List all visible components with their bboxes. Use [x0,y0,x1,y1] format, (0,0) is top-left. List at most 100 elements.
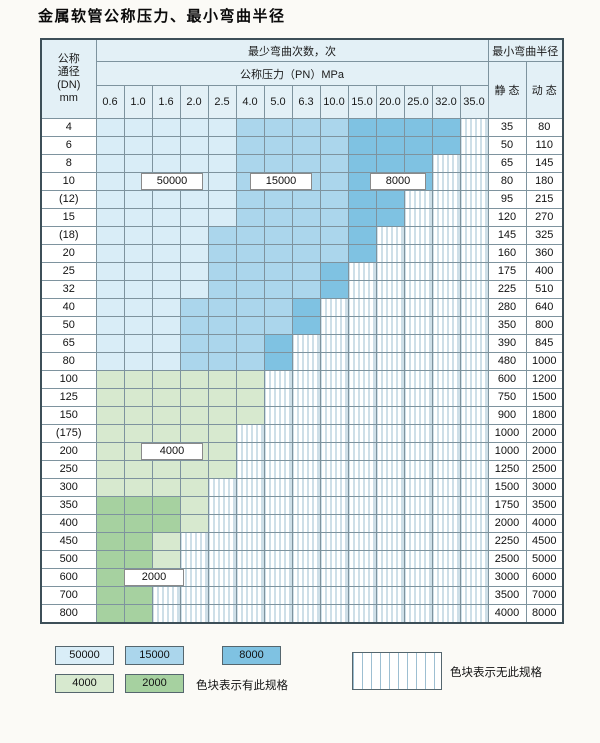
static-radius-cell: 1750 [487,496,527,515]
no-spec-cell [319,586,349,605]
cycle-cell-8000 [403,136,433,155]
static-radius-cell: 3000 [487,568,527,587]
cycle-cell-15000 [235,244,265,263]
no-spec-cell [319,604,349,624]
static-radius-cell: 1250 [487,460,527,479]
no-spec-cell [347,604,377,624]
no-spec-cell [375,226,405,245]
no-spec-cell [403,532,433,551]
no-spec-cell [291,604,321,624]
no-spec-cell [375,262,405,281]
legend-no-spec-text: 色块表示无此规格 [450,667,542,679]
no-spec-cell [431,352,461,371]
dynamic-radius-cell: 360 [525,244,564,263]
cycle-cell-15000 [207,280,237,299]
table-row: 32 225 510 [40,280,564,299]
no-spec-cell [291,352,321,371]
cycle-cell-15000 [263,118,293,137]
no-spec-cell [263,586,293,605]
cycle-cell-8000 [347,118,377,137]
no-spec-cell [459,568,489,587]
static-radius-cell: 160 [487,244,527,263]
no-spec-cell [319,568,349,587]
cycle-cell-50000 [151,334,181,353]
cycle-cell-15000 [263,136,293,155]
static-radius-cell: 225 [487,280,527,299]
no-spec-cell [263,424,293,443]
no-spec-cell [459,442,489,461]
header-pn-5: 5.0 [263,85,293,119]
cycle-cell-50000 [151,208,181,227]
no-spec-cell [459,406,489,425]
no-spec-cell [347,352,377,371]
no-spec-cell [459,118,489,137]
cycle-cell-15000 [207,316,237,335]
no-spec-cell [431,460,461,479]
cycle-cell-50000 [179,190,209,209]
no-spec-cell [207,478,237,497]
page-title: 金属软管公称压力、最小弯曲半径 [38,8,286,25]
no-spec-cell [347,478,377,497]
no-spec-cell [459,262,489,281]
cycle-cell-2000 [95,586,125,605]
cycle-cell-50000 [95,208,125,227]
cycle-cell-50000 [207,172,237,191]
no-spec-cell [291,388,321,407]
no-spec-cell [291,334,321,353]
zone-label-2000: 2000 [124,569,184,586]
no-spec-cell [403,406,433,425]
no-spec-cell [235,460,265,479]
no-spec-cell [375,442,405,461]
no-spec-cell [319,442,349,461]
cycle-cell-50000 [123,136,153,155]
no-spec-cell [347,388,377,407]
no-spec-cell [291,424,321,443]
cycle-cell-15000 [263,262,293,281]
header-radius-title: 最小弯曲半径 [487,38,564,62]
dynamic-radius-cell: 80 [525,118,564,137]
no-spec-cell [459,190,489,209]
cycle-cell-8000 [263,334,293,353]
no-spec-cell [263,532,293,551]
no-spec-cell [347,370,377,389]
cycle-cell-8000 [403,154,433,173]
table-row: 350 1750 3500 [40,496,564,515]
no-spec-cell [459,514,489,533]
cycle-cell-15000 [263,226,293,245]
cycle-cell-4000 [207,370,237,389]
cycle-cell-50000 [95,154,125,173]
no-spec-cell [459,352,489,371]
dynamic-radius-cell: 3500 [525,496,564,515]
spec-table-wrap: 公称 通径 (DN) mm 最少弯曲次数，次 最小弯曲半径 公称压力（PN）MPa 静 态动 … [40,38,564,624]
dynamic-radius-cell: 7000 [525,586,564,605]
static-radius-cell: 2500 [487,550,527,569]
no-spec-cell [403,208,433,227]
cycle-cell-2000 [123,514,153,533]
dn-cell: 700 [40,586,97,605]
static-radius-cell: 3500 [487,586,527,605]
no-spec-cell [235,442,265,461]
spec-table: 公称 通径 (DN) mm 最少弯曲次数，次 最小弯曲半径 公称压力（PN）MPa 静 态动 … [40,38,564,624]
cycle-cell-4000 [123,388,153,407]
cycle-cell-8000 [403,118,433,137]
table-row: 125 750 1500 [40,388,564,407]
table-row: 20 160 360 [40,244,564,263]
dn-cell: 50 [40,316,97,335]
no-spec-cell [375,316,405,335]
cycle-cell-4000 [95,442,125,461]
no-spec-cell [403,352,433,371]
no-spec-cell [403,388,433,407]
cycle-cell-8000 [347,208,377,227]
cycle-cell-50000 [179,118,209,137]
cycle-cell-2000 [123,586,153,605]
no-spec-cell [319,334,349,353]
dynamic-radius-cell: 400 [525,262,564,281]
no-spec-cell [431,568,461,587]
cycle-cell-4000 [95,406,125,425]
dynamic-radius-cell: 845 [525,334,564,353]
cycle-cell-50000 [95,262,125,281]
table-row: 300 1500 3000 [40,478,564,497]
header-pn-20: 20.0 [375,85,405,119]
header-pn-15: 15.0 [347,85,377,119]
dn-cell: 10 [40,172,97,191]
